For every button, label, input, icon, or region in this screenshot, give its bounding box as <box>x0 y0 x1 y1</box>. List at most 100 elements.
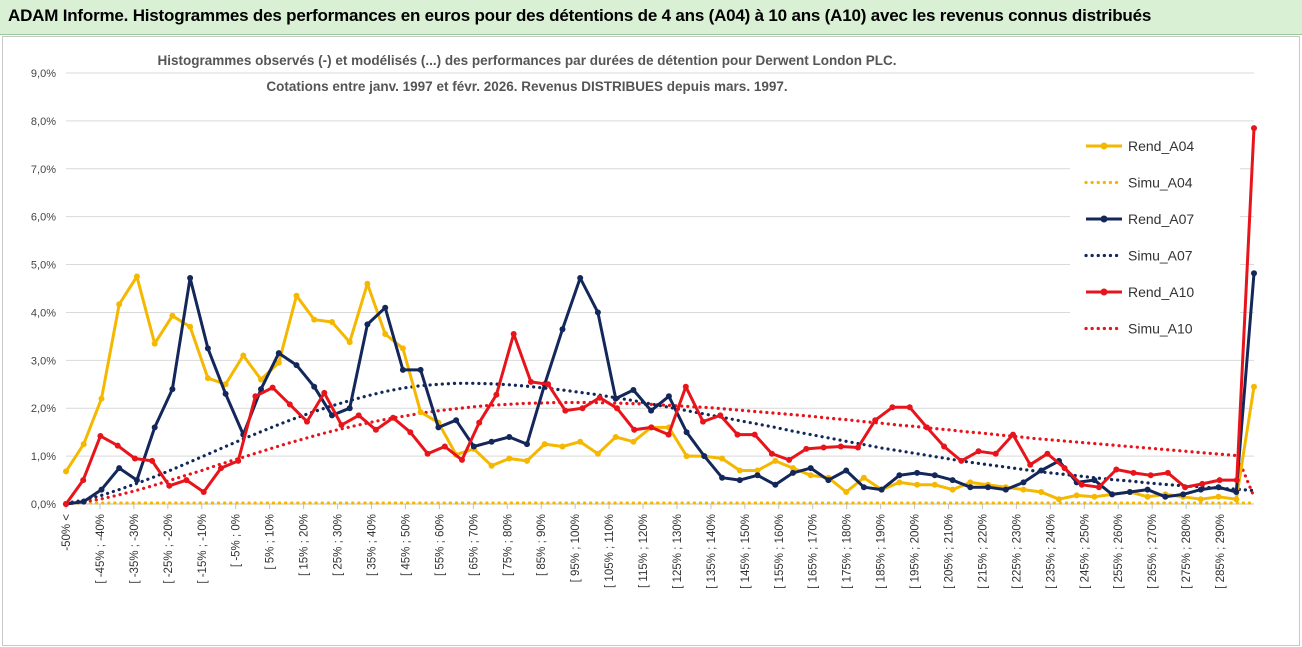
data-point-rend-a10 <box>200 489 207 495</box>
gridlines <box>66 72 1254 505</box>
data-point-rend-a07 <box>524 441 530 448</box>
data-point-rend-a07 <box>1251 270 1257 277</box>
data-point-rend-a10 <box>958 457 965 464</box>
x-tick-label: [ 125% ; 130% <box>672 514 684 589</box>
data-point-rend-a10 <box>355 412 362 419</box>
data-point-rend-a10 <box>63 501 69 507</box>
data-point-rend-a04 <box>329 319 335 325</box>
data-point-rend-a10 <box>252 393 259 400</box>
data-point-rend-a04 <box>559 443 566 450</box>
data-point-rend-a07 <box>772 481 779 488</box>
data-point-rend-a07 <box>577 275 584 281</box>
data-point-rend-a10 <box>855 444 861 451</box>
data-point-rend-a10 <box>1078 481 1085 488</box>
data-point-rend-a04 <box>772 457 779 464</box>
x-tick-label: [ -25% ; -20% <box>163 514 175 584</box>
data-point-rend-a10 <box>1096 484 1102 491</box>
x-tick-label: [ 25% ; 30% <box>333 514 345 576</box>
data-point-rend-a10 <box>872 417 879 424</box>
data-point-rend-a04 <box>524 457 530 464</box>
data-point-rend-a07 <box>98 486 105 493</box>
data-point-rend-a10 <box>1182 484 1189 491</box>
data-point-rend-a04 <box>896 479 903 486</box>
x-tick-label: [ 205% ; 210% <box>944 514 956 589</box>
series-line-simu-a07 <box>64 381 1256 505</box>
data-point-rend-a07 <box>470 443 477 450</box>
data-point-rend-a04 <box>311 316 318 323</box>
data-point-rend-a07 <box>843 467 850 474</box>
data-point-rend-a10 <box>1010 431 1016 438</box>
data-point-rend-a07 <box>594 309 601 316</box>
data-point-rend-a07 <box>116 465 123 472</box>
data-point-rend-a04 <box>1197 496 1204 503</box>
data-point-rend-a07 <box>736 477 743 484</box>
data-point-rend-a07 <box>399 366 406 373</box>
data-point-rend-a07 <box>878 486 885 493</box>
data-point-rend-a04 <box>754 467 761 474</box>
data-point-rend-a07 <box>559 326 566 333</box>
data-point-rend-a07 <box>1144 486 1151 493</box>
data-point-rend-a07 <box>754 472 761 479</box>
legend-label: Rend_A07 <box>1128 211 1194 227</box>
data-point-rend-a07 <box>488 438 495 445</box>
data-point-rend-a07 <box>453 417 460 424</box>
data-point-rend-a07 <box>506 434 513 440</box>
data-point-rend-a04 <box>399 345 406 352</box>
x-tick-label: [ 45% ; 50% <box>400 514 412 576</box>
data-point-rend-a04 <box>506 455 513 462</box>
legend-label: Rend_A04 <box>1128 138 1194 154</box>
data-point-rend-a10 <box>235 457 242 464</box>
data-point-rend-a04 <box>151 340 158 347</box>
data-point-rend-a07 <box>80 498 87 505</box>
chart-title-line1: Histogrammes observés (-) et modélisés (… <box>158 53 897 68</box>
data-point-rend-a10 <box>1251 125 1257 132</box>
data-point-rend-a07 <box>985 484 991 491</box>
x-tick-label: [ 135% ; 140% <box>706 514 718 589</box>
data-point-rend-a07 <box>1197 486 1204 493</box>
x-tick-label: [ 75% ; 80% <box>502 514 514 576</box>
y-tick-label: 0,0% <box>31 499 56 511</box>
data-point-rend-a07 <box>896 472 903 479</box>
data-point-rend-a04 <box>914 481 921 488</box>
data-point-rend-a07 <box>1109 491 1116 498</box>
legend-label: Simu_A04 <box>1128 175 1193 191</box>
data-point-rend-a07 <box>169 386 176 393</box>
x-tick-label: -50% < <box>61 514 73 551</box>
data-point-rend-a10 <box>941 443 948 450</box>
legend-label: Simu_A07 <box>1128 248 1193 264</box>
data-point-rend-a10 <box>166 482 173 489</box>
x-tick-label: [ 225% ; 230% <box>1011 514 1023 589</box>
data-point-rend-a10 <box>975 448 982 455</box>
x-tick-label: [ 55% ; 60% <box>434 514 446 576</box>
data-point-rend-a07 <box>648 407 655 414</box>
legend-marker <box>1100 215 1108 223</box>
data-point-rend-a10 <box>97 433 104 439</box>
data-point-rend-a10 <box>700 418 706 425</box>
y-tick-label: 5,0% <box>31 260 56 272</box>
x-tick-label: [ 285% ; 290% <box>1215 514 1227 589</box>
data-point-rend-a07 <box>1002 486 1009 493</box>
y-tick-label: 9,0% <box>31 68 56 80</box>
data-point-rend-a07 <box>258 386 264 393</box>
data-point-rend-a04 <box>736 467 743 474</box>
data-point-rend-a10 <box>80 477 87 484</box>
x-tick-label: [ 275% ; 280% <box>1181 514 1193 589</box>
y-tick-label: 8,0% <box>31 116 56 128</box>
data-point-rend-a07 <box>719 474 726 481</box>
data-point-rend-a07 <box>1215 484 1222 491</box>
data-point-rend-a07 <box>204 345 211 352</box>
data-point-rend-a10 <box>768 450 775 457</box>
data-point-rend-a04 <box>931 481 938 488</box>
data-point-rend-a10 <box>837 443 844 450</box>
data-point-rend-a10 <box>441 443 448 450</box>
data-point-rend-a07 <box>790 469 796 476</box>
data-point-rend-a07 <box>914 469 921 476</box>
data-point-rend-a10 <box>1027 461 1034 468</box>
data-point-rend-a10 <box>562 407 569 414</box>
data-point-rend-a04 <box>1215 493 1222 500</box>
data-point-rend-a10 <box>786 456 793 463</box>
data-point-rend-a07 <box>1233 489 1240 495</box>
data-point-rend-a04 <box>1091 493 1098 500</box>
data-point-rend-a04 <box>488 462 495 469</box>
data-point-rend-a10 <box>1216 477 1223 484</box>
